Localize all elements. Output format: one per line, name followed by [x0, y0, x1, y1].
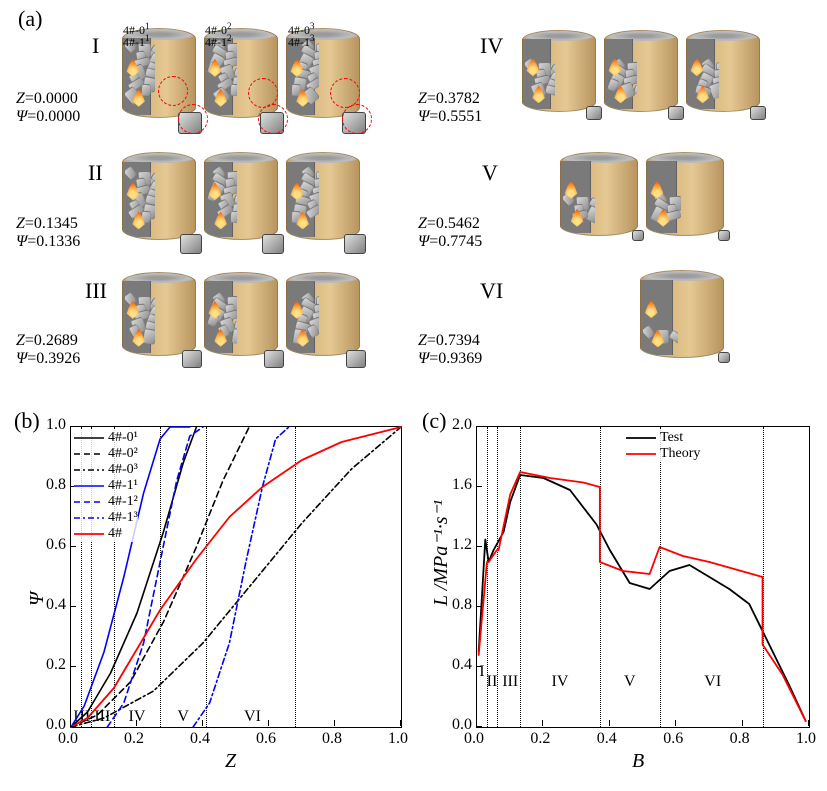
- stage-roman-II: II: [88, 160, 103, 186]
- panel-c: (c)IIIIIIIVVVI0.00.20.40.60.81.00.00.40.…: [418, 408, 818, 788]
- x-axis-label: B: [632, 750, 644, 773]
- legend-item: Test: [626, 430, 700, 446]
- barrel: [204, 152, 276, 260]
- stage-roman-V: V: [482, 160, 498, 186]
- panel-b-legend: 4#-0¹4#-0²4#-0³4#-1¹4#-1²4#-1³4#: [74, 430, 138, 542]
- stage-zpsi-III: Z=0.2689Ψ=0.3926: [16, 332, 80, 368]
- stage-roman-IV: IV: [480, 33, 503, 59]
- highlight-circle: [158, 76, 188, 106]
- barrel: [522, 30, 594, 132]
- legend-item: 4#-0³: [74, 462, 138, 478]
- stage-roman-I: I: [92, 33, 99, 59]
- x-tick: 0.8: [730, 730, 750, 748]
- series-line: [479, 472, 806, 721]
- legend-item: 4#-1¹: [74, 478, 138, 494]
- panel-b: (b)IIIIIIIVVVI0.00.20.40.60.81.00.00.20.…: [10, 408, 410, 788]
- x-tick: 0.8: [322, 730, 342, 748]
- series-line: [193, 427, 289, 727]
- barrel-set-I: [122, 28, 358, 138]
- legend-item: 4#-0²: [74, 446, 138, 462]
- legend-label: Test: [660, 430, 683, 446]
- legend-item: 4#-0¹: [74, 430, 138, 446]
- highlight-circle: [258, 104, 288, 134]
- y-tick: 0.6: [46, 536, 66, 554]
- barrel: [604, 30, 676, 132]
- barrel: [122, 152, 194, 260]
- highlight-circle: [178, 104, 208, 134]
- series-line: [479, 475, 806, 721]
- y-tick: 0.8: [452, 596, 472, 614]
- x-axis-label: Z: [225, 750, 236, 773]
- x-tick: 1.0: [388, 730, 408, 748]
- legend-label: 4#-0²: [108, 446, 138, 462]
- y-axis-label: L /MPa⁻¹·s⁻¹: [428, 500, 453, 606]
- x-tick: 0.2: [530, 730, 550, 748]
- x-tick: 0.4: [597, 730, 617, 748]
- stage-zpsi-I: Z=0.0000Ψ=0.0000: [16, 90, 80, 126]
- y-tick: 1.6: [452, 476, 472, 494]
- legend-label: Theory: [660, 446, 700, 462]
- x-tick: 1.0: [796, 730, 816, 748]
- stage-roman-VI: VI: [480, 278, 503, 304]
- y-tick: 0.8: [46, 476, 66, 494]
- stage-zpsi-II: Z=0.1345Ψ=0.1336: [16, 215, 80, 251]
- x-tick: 0.6: [256, 730, 276, 748]
- barrel-set-III: [122, 272, 358, 376]
- legend-label: 4#-0³: [108, 462, 138, 478]
- panel-b-label: (b): [14, 408, 40, 434]
- barrel-set-VI: [640, 270, 722, 378]
- x-tick: 0.2: [124, 730, 144, 748]
- y-tick: 0.4: [452, 656, 472, 674]
- y-tick: 2.0: [452, 416, 472, 434]
- barrel-set-IV: [522, 30, 758, 132]
- x-tick: 0.4: [190, 730, 210, 748]
- y-tick: 1.0: [46, 416, 66, 434]
- stage-zpsi-IV: Z=0.3782Ψ=0.5551: [418, 90, 482, 126]
- barrel-set-II: [122, 152, 358, 260]
- barrel: [686, 30, 758, 132]
- barrel: [204, 272, 276, 376]
- panel-a: (a) IZ=0.0000Ψ=0.00004#-014#-114#-024#-1…: [0, 0, 827, 400]
- legend-item: Theory: [626, 446, 700, 462]
- barrel: [286, 272, 358, 376]
- legend-label: 4#-1²: [108, 494, 138, 510]
- barrel: [640, 270, 722, 378]
- stage-roman-III: III: [85, 278, 107, 304]
- legend-label: 4#-1¹: [108, 478, 138, 494]
- barrel: [560, 152, 636, 256]
- y-tick: 0.0: [452, 716, 472, 734]
- x-tick: 0.6: [663, 730, 683, 748]
- legend-label: 4#: [108, 526, 122, 542]
- barrel-set-V: [560, 152, 722, 256]
- legend-label: 4#-0¹: [108, 430, 138, 446]
- panel-c-legend: TestTheory: [626, 430, 700, 462]
- panel-c-svg: [477, 427, 809, 727]
- highlight-circle: [342, 104, 372, 134]
- legend-item: 4#: [74, 526, 138, 542]
- legend-item: 4#-1²: [74, 494, 138, 510]
- barrel: [646, 152, 722, 256]
- y-tick: 1.2: [452, 536, 472, 554]
- grain-label: 4#-12: [205, 32, 232, 48]
- legend-label: 4#-1³: [108, 510, 138, 526]
- y-tick: 0.2: [46, 656, 66, 674]
- barrel: [286, 152, 358, 260]
- panel-c-label: (c): [422, 408, 446, 434]
- y-axis-label: Ψ: [26, 592, 49, 606]
- y-tick: 0.4: [46, 596, 66, 614]
- y-tick: 0.0: [46, 716, 66, 734]
- panel-a-label: (a): [18, 6, 42, 32]
- grain-label: 4#-13: [288, 32, 315, 48]
- stage-zpsi-VI: Z=0.7394Ψ=0.9369: [418, 332, 482, 368]
- panel-c-plot-area: IIIIIIIVVVI: [476, 426, 810, 728]
- barrel: [122, 272, 194, 376]
- legend-item: 4#-1³: [74, 510, 138, 526]
- grain-label: 4#-11: [123, 32, 150, 48]
- stage-zpsi-V: Z=0.5462Ψ=0.7745: [418, 215, 482, 251]
